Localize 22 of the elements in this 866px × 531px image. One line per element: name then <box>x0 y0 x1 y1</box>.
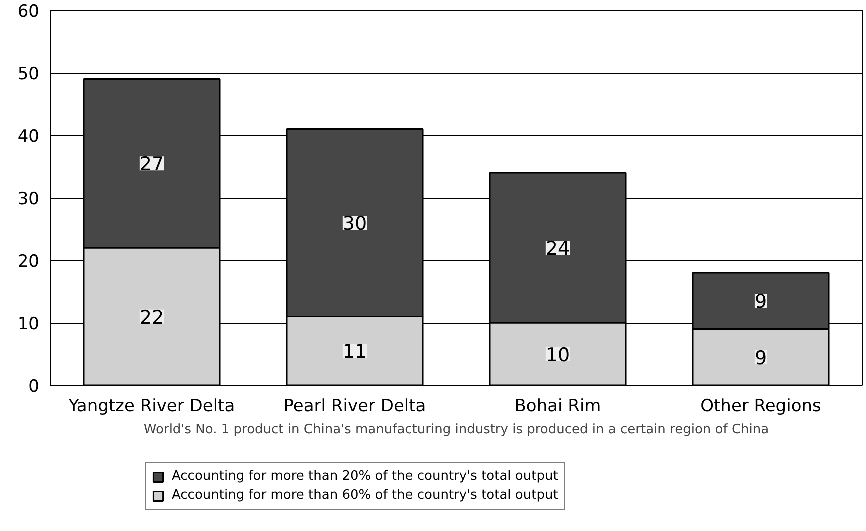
x-tick-label: Pearl River Delta <box>284 396 426 416</box>
data-label: 30 <box>342 213 368 235</box>
legend-label: Accounting for more than 20% of the country's total output <box>172 469 558 484</box>
y-tick-label: 0 <box>28 377 40 397</box>
data-label: 9 <box>754 291 768 314</box>
legend-label: Accounting for more than 60% of the country's total output <box>172 488 558 503</box>
x-tick-label: Other Regions <box>700 396 822 416</box>
data-label: 11 <box>342 341 368 364</box>
data-label: 24 <box>546 238 570 260</box>
y-tick-label: 40 <box>18 127 40 147</box>
y-tick-label: 10 <box>18 314 40 334</box>
y-tick-label: 50 <box>18 64 40 84</box>
data-label: 9 <box>754 347 768 370</box>
data-label: 10 <box>546 344 570 366</box>
y-tick-label: 60 <box>18 2 40 22</box>
data-label: 27 <box>140 154 164 176</box>
x-tick-label: Bohai Rim <box>514 396 602 416</box>
data-label: 22 <box>140 306 164 329</box>
y-tick-label: 20 <box>18 252 40 272</box>
text: World's No. 1 product in China's manufacturing industry is produced in a certain region of China <box>144 422 770 438</box>
x-tick-label: Yangtze River Delta <box>68 396 236 416</box>
y-tick-label: 30 <box>18 190 40 210</box>
